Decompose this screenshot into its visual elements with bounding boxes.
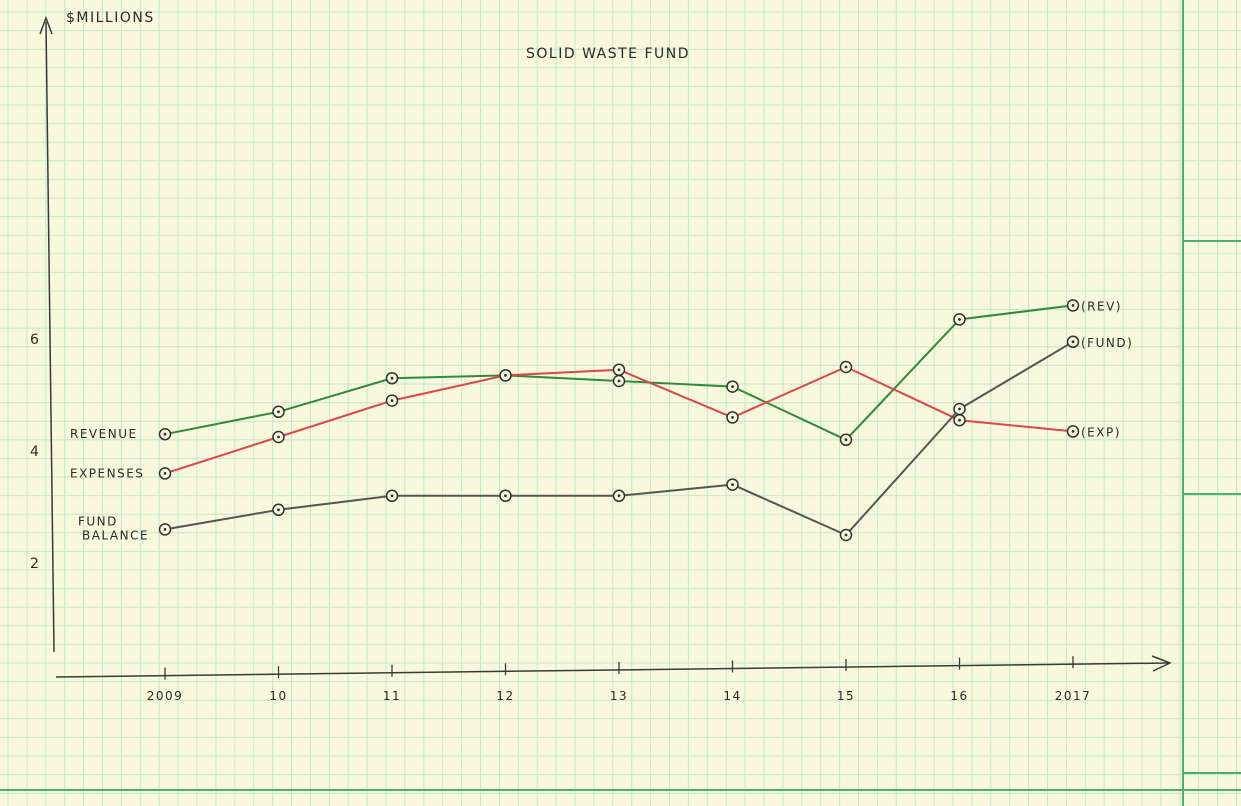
data-point: [612, 374, 626, 388]
series-name-label: EXPENSES: [70, 466, 144, 480]
x-tick-label: 13: [610, 689, 628, 703]
data-point: [953, 413, 966, 427]
data-point: [953, 313, 966, 326]
data-point: [839, 433, 853, 447]
x-tick-label: 14: [723, 689, 741, 703]
data-point: [499, 369, 512, 382]
series-end-label: (FUND): [1081, 336, 1133, 350]
y-tick-label: 4: [30, 444, 40, 460]
y-tick-label: 6: [30, 332, 40, 348]
data-point: [385, 371, 399, 385]
data-point: [272, 503, 285, 517]
series-name-label: BALANCE: [82, 528, 149, 542]
data-point: [158, 427, 172, 441]
x-axis-arrow: [1151, 655, 1172, 672]
series-end-label: (EXP): [1081, 425, 1121, 439]
x-tick-label: 12: [496, 689, 514, 703]
x-tick-labels: 2009 10 11 12 13 14 15 16 2017: [147, 689, 1092, 703]
data-point: [385, 394, 399, 407]
data-point: [272, 430, 285, 444]
data-point: [726, 380, 739, 393]
x-tick-label: 2017: [1055, 689, 1092, 703]
series-name-label: FUND: [78, 514, 118, 528]
y-axis-label: $MILLIONS: [66, 10, 155, 26]
x-tick-marks: [164, 656, 1074, 680]
data-point: [839, 528, 853, 542]
x-tick-label: 16: [950, 689, 968, 703]
series-group: [158, 299, 1080, 542]
data-point: [385, 489, 399, 503]
data-point: [158, 467, 172, 480]
y-tick-label: 2: [30, 556, 40, 572]
x-tick-label: 10: [269, 689, 287, 703]
data-point: [499, 489, 512, 503]
data-point: [953, 402, 966, 416]
data-point: [1066, 425, 1080, 438]
data-point: [272, 405, 285, 419]
data-point: [726, 411, 739, 424]
x-tick-label: 2009: [147, 689, 184, 703]
data-point: [158, 523, 172, 536]
data-point: [839, 360, 853, 374]
data-point: [612, 489, 626, 503]
data-point: [612, 363, 626, 377]
data-point: [1066, 335, 1080, 349]
series-name-label: REVENUE: [70, 427, 138, 441]
y-axis-arrow: [39, 15, 53, 35]
x-tick-label: 11: [383, 689, 401, 703]
data-point: [726, 478, 739, 491]
x-tick-label: 15: [837, 689, 855, 703]
y-tick-labels: 2 4 6: [30, 332, 40, 572]
chart-title: SOLID WASTE FUND: [526, 46, 690, 62]
series-end-label: (REV): [1081, 299, 1122, 313]
x-axis: [55, 662, 1169, 678]
data-point: [1066, 299, 1080, 312]
y-axis: [45, 21, 55, 653]
